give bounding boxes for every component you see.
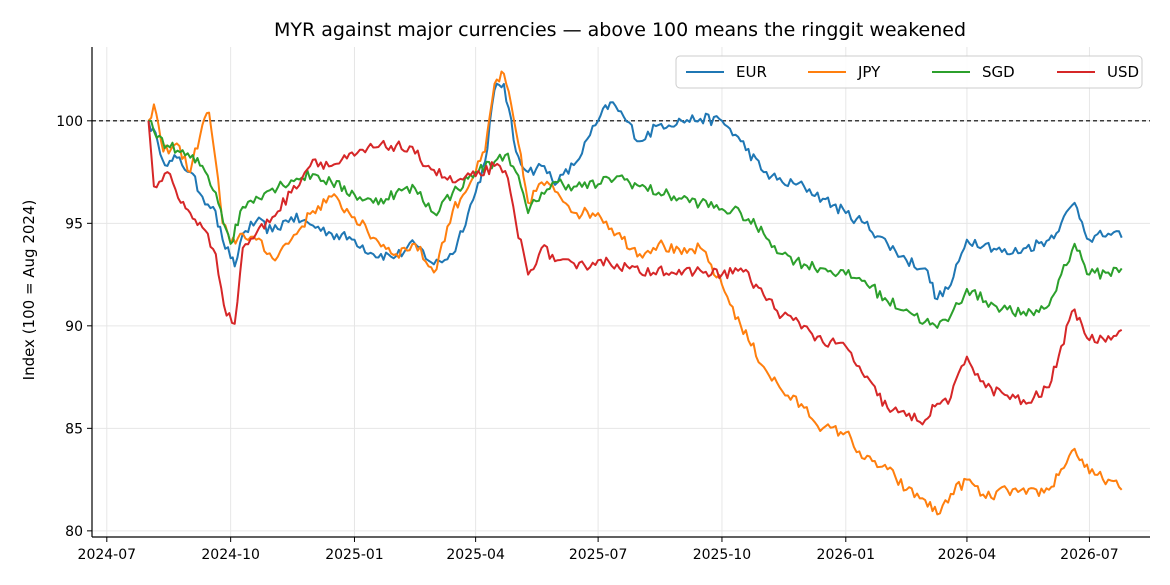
y-tick-label: 95: [65, 216, 83, 232]
legend-box: [675, 55, 1143, 89]
series-line-jpy: [147, 70, 1123, 516]
x-tick-label: 2024-07: [78, 547, 137, 563]
x-axis-ticks: 2024-07 2024-10 2025-01 2025-04 2025-07 2025-…: [78, 537, 1119, 563]
y-axis-ticks: 80 85 90 95 100: [56, 114, 92, 540]
series-line-eur: [147, 82, 1123, 301]
series-layer: [147, 70, 1123, 516]
chart-title: MYR against major currencies — above 100…: [274, 19, 966, 41]
x-tick-label: 2026-07: [1060, 547, 1119, 563]
legend-label-jpy: JPY: [857, 63, 881, 81]
y-tick-label: 90: [65, 319, 83, 335]
series-line-sgd: [148, 119, 1123, 329]
y-tick-label: 80: [65, 524, 83, 540]
x-tick-label: 2025-01: [325, 547, 384, 563]
x-tick-label: 2026-01: [817, 547, 876, 563]
legend-label-eur: EUR: [736, 63, 767, 81]
y-axis-label: Index (100 = Aug 2024): [20, 200, 38, 381]
axes: [91, 47, 1150, 538]
y-tick-label: 85: [65, 421, 83, 437]
legend-label-usd: USD: [1107, 63, 1139, 81]
x-tick-label: 2026-04: [938, 547, 997, 563]
legend: EUR JPY SGD USD: [675, 55, 1143, 89]
legend-label-sgd: SGD: [982, 63, 1015, 81]
x-tick-label: 2025-07: [569, 547, 628, 563]
x-tick-label: 2025-10: [693, 547, 752, 563]
x-tick-label: 2024-10: [201, 547, 260, 563]
y-tick-label: 100: [56, 114, 83, 130]
series-line-usd: [147, 120, 1123, 426]
x-tick-label: 2025-04: [446, 547, 505, 563]
